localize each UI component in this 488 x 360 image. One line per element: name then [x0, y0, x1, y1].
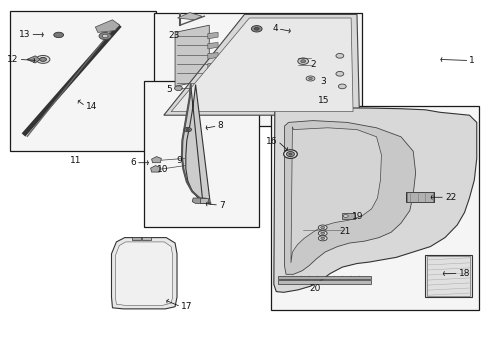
Text: 15: 15 [317, 96, 329, 105]
Ellipse shape [320, 226, 324, 229]
Polygon shape [207, 53, 218, 59]
Polygon shape [115, 242, 172, 305]
Ellipse shape [320, 237, 324, 239]
Polygon shape [111, 238, 177, 309]
Bar [144, 81, 259, 227]
Bar [142, 237, 150, 240]
Bar [132, 237, 141, 240]
Bar [406, 192, 432, 202]
Text: 7: 7 [219, 201, 224, 210]
Ellipse shape [343, 215, 347, 217]
Polygon shape [163, 14, 359, 115]
Text: 9: 9 [176, 156, 182, 165]
Polygon shape [175, 25, 209, 86]
Ellipse shape [99, 32, 111, 40]
Ellipse shape [308, 77, 312, 80]
Ellipse shape [283, 150, 297, 158]
Bar [10, 11, 156, 151]
Bar [154, 13, 361, 126]
Ellipse shape [288, 153, 291, 155]
Text: 16: 16 [265, 136, 277, 145]
Ellipse shape [174, 86, 182, 90]
Polygon shape [207, 73, 218, 79]
Ellipse shape [335, 54, 343, 58]
Polygon shape [290, 127, 381, 263]
Bar [199, 198, 208, 203]
Bar [277, 280, 370, 284]
Text: 17: 17 [181, 302, 192, 311]
Polygon shape [151, 157, 161, 163]
Text: 12: 12 [7, 55, 19, 64]
Ellipse shape [305, 76, 314, 81]
Text: 22: 22 [444, 193, 455, 202]
Ellipse shape [185, 129, 189, 131]
Text: 6: 6 [130, 158, 136, 167]
Polygon shape [150, 166, 160, 172]
Polygon shape [284, 121, 415, 274]
Ellipse shape [286, 152, 294, 157]
Polygon shape [27, 56, 40, 63]
Text: 13: 13 [19, 30, 30, 39]
Text: 11: 11 [70, 156, 81, 165]
Polygon shape [207, 63, 218, 69]
Ellipse shape [338, 84, 346, 89]
Polygon shape [171, 18, 352, 112]
Ellipse shape [40, 57, 46, 62]
Bar [277, 276, 370, 279]
Ellipse shape [300, 60, 305, 63]
Text: 2: 2 [310, 60, 316, 69]
Ellipse shape [318, 236, 326, 241]
Bar [425, 255, 471, 297]
Ellipse shape [36, 55, 50, 63]
Text: 10: 10 [156, 165, 168, 174]
Text: 4: 4 [271, 24, 277, 33]
Ellipse shape [183, 127, 191, 132]
Ellipse shape [335, 72, 343, 76]
Polygon shape [182, 85, 210, 203]
Text: 8: 8 [217, 122, 223, 130]
Bar [405, 192, 433, 202]
Text: 1: 1 [468, 56, 474, 65]
Bar [427, 256, 469, 296]
Text: 14: 14 [85, 102, 97, 111]
Polygon shape [207, 32, 218, 39]
Text: 19: 19 [351, 212, 363, 221]
Text: 21: 21 [339, 227, 350, 236]
Text: 20: 20 [308, 284, 320, 293]
Ellipse shape [254, 27, 259, 30]
Bar [271, 106, 478, 310]
Polygon shape [273, 107, 476, 292]
Bar [342, 213, 354, 219]
Text: 5: 5 [166, 85, 172, 94]
Ellipse shape [318, 225, 326, 230]
Ellipse shape [320, 232, 324, 234]
Ellipse shape [297, 58, 308, 64]
Polygon shape [207, 42, 218, 49]
Text: 23: 23 [168, 31, 180, 40]
Polygon shape [95, 20, 120, 32]
Polygon shape [192, 198, 207, 203]
Ellipse shape [318, 231, 326, 236]
Ellipse shape [102, 34, 108, 38]
Ellipse shape [54, 32, 63, 37]
Ellipse shape [251, 26, 262, 32]
Text: 3: 3 [320, 77, 325, 85]
Polygon shape [177, 13, 202, 20]
Text: 18: 18 [458, 269, 469, 278]
